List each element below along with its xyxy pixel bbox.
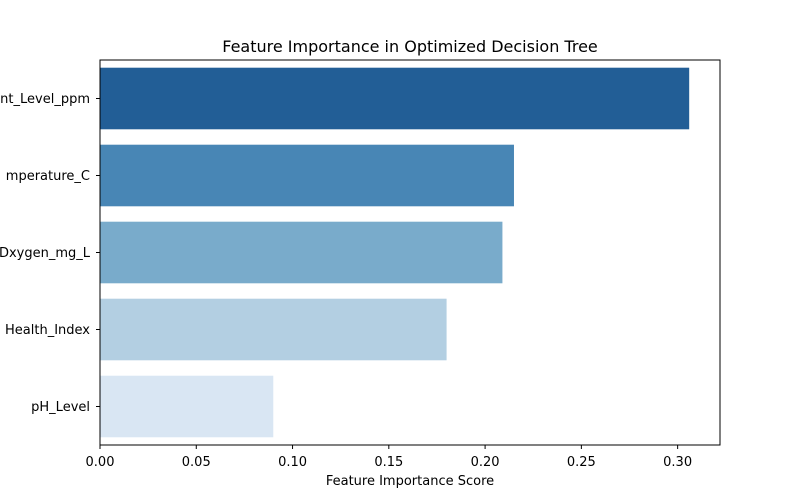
x-tick-label: 0.15 xyxy=(374,455,403,470)
plot-area-frame xyxy=(99,59,721,446)
y-tick-label: Health_Index xyxy=(5,323,90,338)
bar-1 xyxy=(100,144,514,207)
x-tick-label: 0.05 xyxy=(182,455,211,470)
bar-0 xyxy=(100,67,690,130)
x-tick-label: 0.00 xyxy=(86,455,115,470)
x-tick-label: 0.10 xyxy=(278,455,307,470)
x-axis-ticks: 0.00 0.05 0.10 0.15 0.20 0.25 0.30 xyxy=(86,445,692,470)
bar-2 xyxy=(100,221,503,284)
bars-group xyxy=(100,67,690,438)
x-tick-label: 0.20 xyxy=(471,455,500,470)
chart-title: Feature Importance in Optimized Decision… xyxy=(222,37,598,56)
bar-4 xyxy=(100,375,274,438)
y-tick-label: mperature_C xyxy=(6,169,90,184)
x-tick-label: 0.25 xyxy=(567,455,596,470)
x-axis-label: Feature Importance Score xyxy=(326,474,494,489)
y-tick-label: Dxygen_mg_L xyxy=(0,246,91,261)
bar-3 xyxy=(100,298,447,361)
y-axis-ticks: nt_Level_ppm mperature_C Dxygen_mg_L Health… xyxy=(0,92,100,415)
x-tick-label: 0.30 xyxy=(663,455,692,470)
y-tick-label: pH_Level xyxy=(31,400,90,415)
y-tick-label: nt_Level_ppm xyxy=(0,92,90,107)
